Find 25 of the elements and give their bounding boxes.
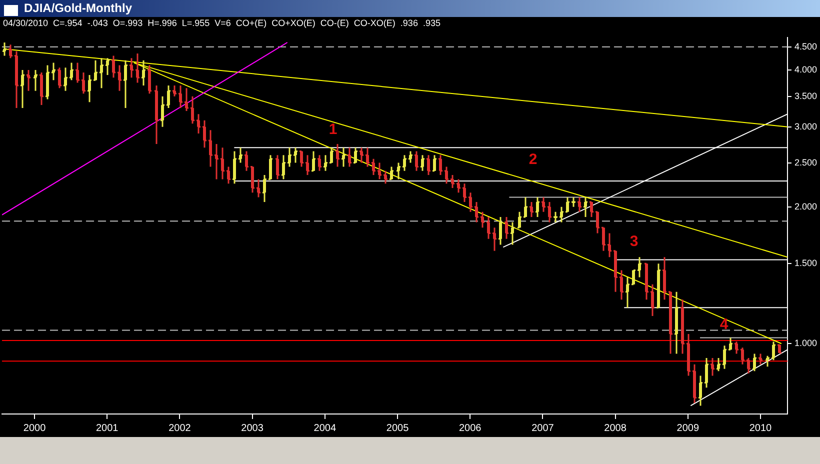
y-tick-label: 1.000: [794, 338, 818, 348]
x-tick-label: 2005: [386, 422, 410, 434]
x-tick-label: 2003: [241, 422, 264, 434]
y-tick-label: 4.000: [794, 64, 818, 75]
x-tick-label: 2002: [168, 422, 192, 434]
y-tick-label: 3.000: [794, 121, 818, 132]
x-tick-label: 2010: [749, 422, 772, 434]
x-tick-label: 2004: [314, 422, 336, 434]
annotation: 3: [630, 233, 638, 250]
chart-title: DJIA/Gold-Monthly: [24, 1, 132, 15]
x-tick-label: 2006: [458, 422, 482, 434]
annotation: 4: [720, 316, 729, 334]
y-tick-label: 2.000: [794, 201, 818, 212]
y-tick-label: 3.500: [794, 90, 818, 101]
annotation: 2: [528, 151, 538, 168]
y-tick-label: 2.500: [794, 157, 818, 168]
y-tick-label: 1.500: [794, 258, 818, 268]
annotation: 1: [328, 121, 338, 138]
text: 04/30/2010 C=.954 -.043 O=.993 H=.996 L=.955 V=6 CO+(E) CO+XO(E) CO-(E) CO-XO(E) .936 .935: [0, 17, 820, 29]
x-tick-label: 2000: [23, 422, 46, 434]
x-tick-label: 2001: [96, 422, 119, 434]
x-tick-label: 2009: [676, 422, 700, 434]
x-tick-label: 2008: [604, 422, 627, 434]
y-tick-label: 4.500: [794, 41, 818, 52]
x-tick-label: 2007: [532, 422, 554, 434]
